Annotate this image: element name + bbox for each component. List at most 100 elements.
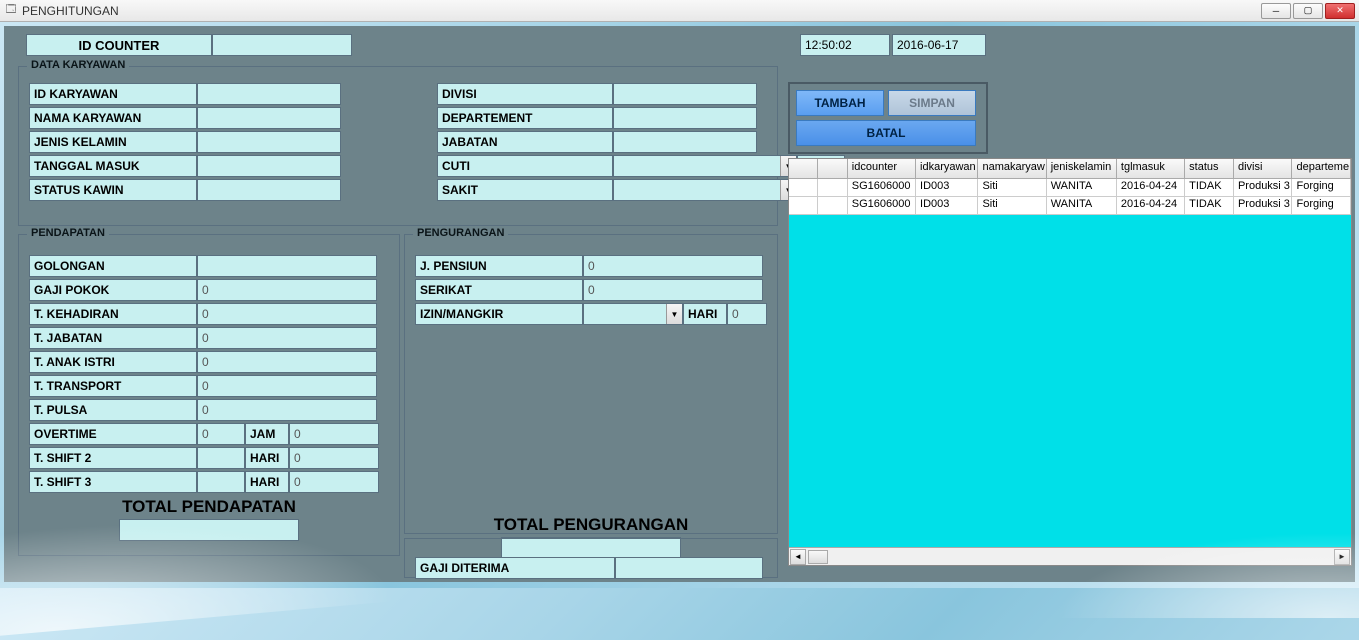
pendapatan-label-3: T. JABATAN xyxy=(29,327,197,349)
grid-cell: 2016-04-24 xyxy=(1117,197,1185,214)
dk-right-value-2[interactable] xyxy=(613,131,757,153)
pendapatan-label-5: T. TRANSPORT xyxy=(29,375,197,397)
izin-label: IZIN/MANGKIR xyxy=(415,303,583,325)
grid-cell xyxy=(789,179,818,196)
dk-left-value-2[interactable] xyxy=(197,131,341,153)
dk-left-label-4: STATUS KAWIN xyxy=(29,179,197,201)
grid-col-9[interactable]: departeme xyxy=(1292,159,1351,178)
grid-col-1[interactable] xyxy=(818,159,847,178)
grid-col-0[interactable] xyxy=(789,159,818,178)
pengurangan-value-1[interactable]: 0 xyxy=(583,279,763,301)
data-grid[interactable]: idcounteridkaryawannamakaryawjeniskelami… xyxy=(788,158,1352,566)
grid-cell: SG1606000 xyxy=(848,179,916,196)
pendapatan-value-3[interactable]: 0 xyxy=(197,327,377,349)
pengurangan-rows: J. PENSIUN0SERIKAT0 xyxy=(415,255,767,301)
maximize-button[interactable]: ▢ xyxy=(1293,3,1323,19)
scroll-thumb[interactable] xyxy=(808,550,828,564)
scroll-right-icon[interactable]: ► xyxy=(1334,549,1350,565)
grid-col-3[interactable]: idkaryawan xyxy=(916,159,978,178)
grid-col-5[interactable]: jeniskelamin xyxy=(1047,159,1117,178)
grid-cell: ID003 xyxy=(916,197,978,214)
pendapatan-value-1[interactable]: 0 xyxy=(197,279,377,301)
pendapatan-value-6[interactable]: 0 xyxy=(197,399,377,421)
pend-spec-v1-1[interactable] xyxy=(197,447,245,469)
action-button-group: TAMBAH SIMPAN BATAL xyxy=(788,82,988,154)
pendapatan-label-4: T. ANAK ISTRI xyxy=(29,351,197,373)
grid-col-4[interactable]: namakaryaw xyxy=(978,159,1046,178)
batal-button[interactable]: BATAL xyxy=(796,120,976,146)
dk-right-label-3: CUTI xyxy=(437,155,613,177)
window-controls: ─ ▢ ✕ xyxy=(1261,3,1355,19)
grid-cell: ID003 xyxy=(916,179,978,196)
dk-left-value-4[interactable] xyxy=(197,179,341,201)
fieldset-gaji: GAJI DITERIMA xyxy=(404,538,778,578)
table-row[interactable]: SG1606000ID003SitiWANITA2016-04-24TIDAKP… xyxy=(789,197,1351,215)
total-pendapatan-value[interactable] xyxy=(119,519,299,541)
dk-left-label-0: ID KARYAWAN xyxy=(29,83,197,105)
grid-cell: WANITA xyxy=(1047,197,1117,214)
pendapatan-value-2[interactable]: 0 xyxy=(197,303,377,325)
data-right-column: DIVISIDEPARTEMENTJABATANCUTI▼HARISAKIT▼H… xyxy=(437,83,845,203)
pend-spec-unit-1: HARI xyxy=(245,447,289,469)
izin-row: IZIN/MANGKIR ▼ HARI 0 xyxy=(415,303,767,325)
grid-cell: 2016-04-24 xyxy=(1117,179,1185,196)
grid-cell: Produksi 3 xyxy=(1234,179,1293,196)
pend-spec-v2-0[interactable]: 0 xyxy=(289,423,379,445)
dk-right-label-2: JABATAN xyxy=(437,131,613,153)
simpan-button[interactable]: SIMPAN xyxy=(888,90,976,116)
pend-spec-label-2: T. SHIFT 3 xyxy=(29,471,197,493)
grid-col-8[interactable]: divisi xyxy=(1234,159,1293,178)
dk-left-value-1[interactable] xyxy=(197,107,341,129)
grid-col-7[interactable]: status xyxy=(1185,159,1234,178)
pend-spec-unit-2: HARI xyxy=(245,471,289,493)
id-counter-input[interactable] xyxy=(212,34,352,56)
pend-spec-unit-0: JAM xyxy=(245,423,289,445)
grid-col-6[interactable]: tglmasuk xyxy=(1117,159,1185,178)
scroll-left-icon[interactable]: ◄ xyxy=(790,549,806,565)
close-button[interactable]: ✕ xyxy=(1325,3,1355,19)
dk-right-label-1: DEPARTEMENT xyxy=(437,107,613,129)
dk-left-label-3: TANGGAL MASUK xyxy=(29,155,197,177)
pend-spec-v1-2[interactable] xyxy=(197,471,245,493)
pend-spec-v1-0[interactable]: 0 xyxy=(197,423,245,445)
grid-cell: TIDAK xyxy=(1185,197,1234,214)
pendapatan-rows: GOLONGANGAJI POKOK0T. KEHADIRAN0T. JABAT… xyxy=(29,255,389,421)
pendapatan-value-5[interactable]: 0 xyxy=(197,375,377,397)
dk-left-value-0[interactable] xyxy=(197,83,341,105)
dk-right-combo-4[interactable]: ▼ xyxy=(613,179,797,201)
tambah-button[interactable]: TAMBAH xyxy=(796,90,884,116)
grid-col-2[interactable]: idcounter xyxy=(848,159,916,178)
pend-spec-label-0: OVERTIME xyxy=(29,423,197,445)
date-display: 2016-06-17 xyxy=(892,34,986,56)
pend-spec-v2-2[interactable]: 0 xyxy=(289,471,379,493)
app-icon: 🗔 xyxy=(4,4,18,18)
grid-cell: Forging xyxy=(1292,179,1351,196)
pendapatan-label-1: GAJI POKOK xyxy=(29,279,197,301)
pend-spec-v2-1[interactable]: 0 xyxy=(289,447,379,469)
dk-left-value-3[interactable] xyxy=(197,155,341,177)
chevron-down-icon[interactable]: ▼ xyxy=(666,304,682,324)
data-left-column: ID KARYAWANNAMA KARYAWANJENIS KELAMINTAN… xyxy=(29,83,341,203)
dk-right-value-0[interactable] xyxy=(613,83,757,105)
pendapatan-value-0[interactable] xyxy=(197,255,377,277)
grid-cell xyxy=(818,197,847,214)
fieldset-data-karyawan: DATA KARYAWAN ID KARYAWANNAMA KARYAWANJE… xyxy=(18,66,778,226)
pendapatan-label-6: T. PULSA xyxy=(29,399,197,421)
gaji-value[interactable] xyxy=(615,557,763,579)
legend-pengurangan: PENGURANGAN xyxy=(413,227,508,239)
pengurangan-value-0[interactable]: 0 xyxy=(583,255,763,277)
grid-header: idcounteridkaryawannamakaryawjeniskelami… xyxy=(789,159,1351,179)
table-row[interactable]: SG1606000ID003SitiWANITA2016-04-24TIDAKP… xyxy=(789,179,1351,197)
izin-value[interactable]: 0 xyxy=(727,303,767,325)
total-pengurangan-label: TOTAL PENGURANGAN xyxy=(415,515,767,535)
pendapatan-value-4[interactable]: 0 xyxy=(197,351,377,373)
grid-cell: Forging xyxy=(1292,197,1351,214)
minimize-button[interactable]: ─ xyxy=(1261,3,1291,19)
izin-combo[interactable]: ▼ xyxy=(583,303,683,325)
dk-right-combo-3[interactable]: ▼ xyxy=(613,155,797,177)
pengurangan-label-0: J. PENSIUN xyxy=(415,255,583,277)
pendapatan-label-2: T. KEHADIRAN xyxy=(29,303,197,325)
horizontal-scrollbar[interactable]: ◄ ► xyxy=(789,547,1351,565)
time-display: 12:50:02 xyxy=(800,34,890,56)
dk-right-value-1[interactable] xyxy=(613,107,757,129)
